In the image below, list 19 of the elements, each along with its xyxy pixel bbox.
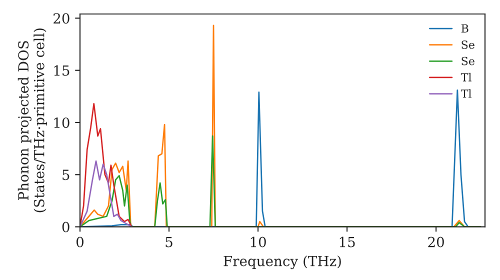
- x-tick-label: 10: [250, 236, 266, 248]
- x-tick-label: 5: [166, 236, 172, 248]
- y-axis-title: Phonon projected DOS (States/THz·primitive cell): [18, 28, 48, 212]
- legend-label: B: [461, 24, 468, 32]
- legend-label: Se: [462, 40, 474, 49]
- y-tick-label: 20: [54, 13, 70, 24]
- line-series: [80, 103, 132, 227]
- y-tick-label: 15: [54, 65, 70, 76]
- x-tick-label: 15: [340, 236, 355, 248]
- legend-label: Tl: [460, 72, 472, 82]
- x-tick-label: 20: [428, 236, 444, 248]
- x-tick-label: 0: [76, 236, 84, 248]
- y-tick-label: 5: [62, 170, 70, 180]
- legend-label: Se: [462, 56, 474, 66]
- y-tick-label: 0: [62, 222, 70, 232]
- legend-label: Tl: [460, 89, 472, 98]
- x-axis-title: Frequency (THz): [224, 256, 341, 270]
- line-series: [80, 160, 132, 227]
- y-tick-label: 10: [54, 117, 70, 128]
